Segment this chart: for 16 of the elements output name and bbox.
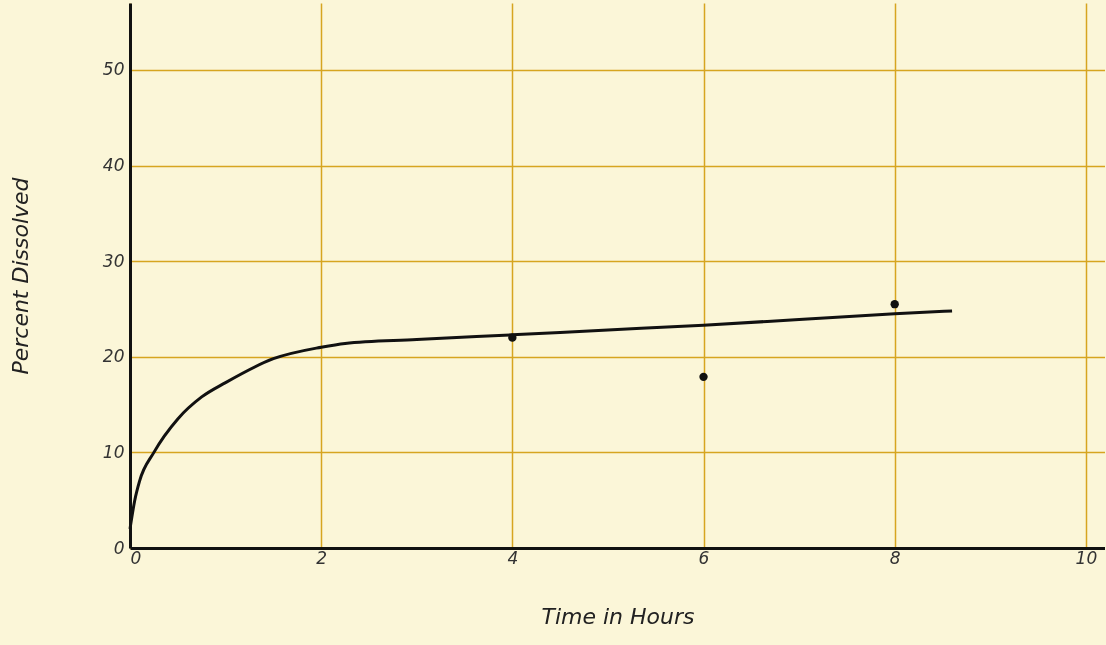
y-axis-title: Percent Dissolved <box>7 176 33 375</box>
point <box>508 333 517 342</box>
x-tick-label: 6 <box>698 547 710 568</box>
x-axis-title: Time in Hours <box>541 603 695 629</box>
y-tick-label: 20 <box>102 346 125 367</box>
x-tick-label: 0 <box>130 547 142 568</box>
y-tick-label: 10 <box>102 441 125 462</box>
x-tick-label: 2 <box>316 547 328 568</box>
y-tick-label: 30 <box>102 250 125 271</box>
x-tick-label: 10 <box>1075 547 1098 568</box>
y-tick-label: 50 <box>102 59 125 80</box>
y-tick-label: 40 <box>102 155 125 176</box>
point <box>890 300 899 309</box>
point <box>699 372 708 382</box>
x-tick-label: 4 <box>507 547 519 568</box>
x-tick-label: 8 <box>889 547 901 568</box>
